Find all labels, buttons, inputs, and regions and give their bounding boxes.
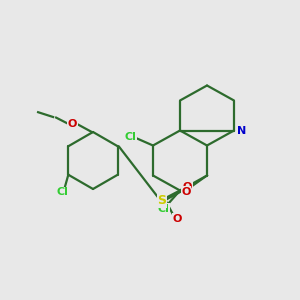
Text: Cl: Cl [158,203,169,214]
Text: O: O [172,214,182,224]
Text: N: N [237,125,246,136]
Text: O: O [183,182,192,193]
Text: Cl: Cl [56,187,68,197]
Text: O: O [181,187,191,197]
Text: S: S [158,194,166,208]
Text: Cl: Cl [124,131,136,142]
Text: O: O [68,118,77,129]
